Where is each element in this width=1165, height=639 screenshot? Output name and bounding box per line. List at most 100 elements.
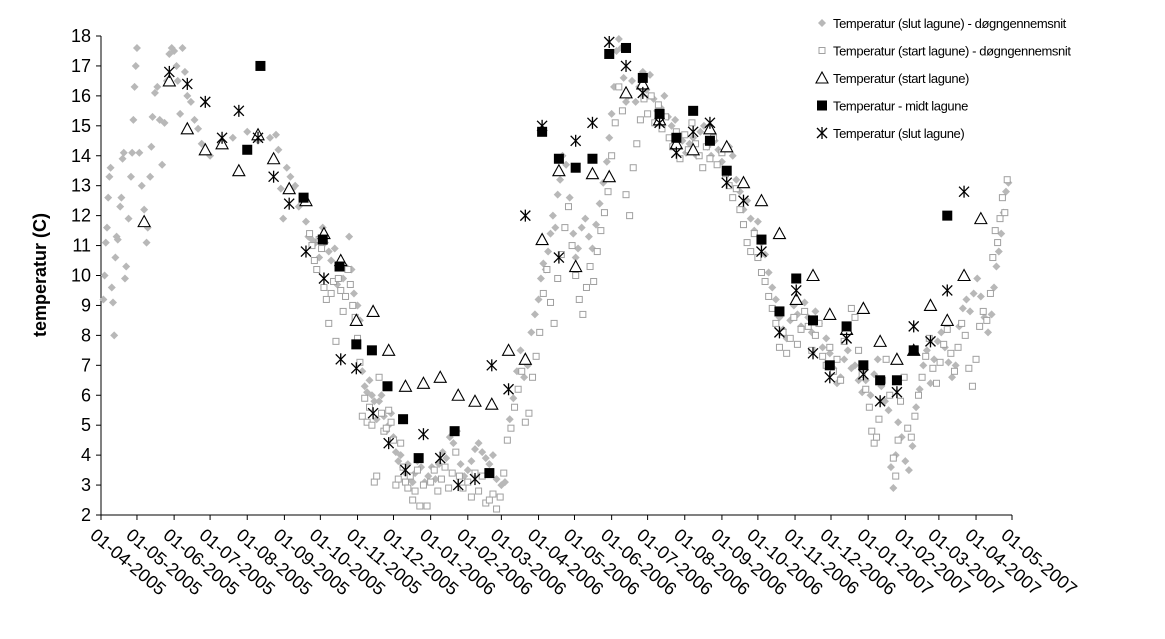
y-tick-label: 17 [71, 56, 91, 76]
data-point [619, 73, 628, 82]
data-point [987, 310, 996, 319]
data-point [413, 453, 424, 464]
data-point [915, 385, 924, 394]
data-point [608, 152, 616, 160]
data-point [765, 292, 773, 300]
data-point [986, 289, 994, 297]
series-3 [242, 42, 953, 479]
data-point [597, 227, 605, 235]
data-point [383, 437, 395, 450]
data-point [485, 496, 493, 504]
data-point [891, 375, 902, 386]
data-point [973, 274, 982, 283]
data-point [313, 266, 321, 274]
data-point [170, 46, 179, 55]
data-point [370, 397, 379, 406]
data-point [368, 421, 376, 429]
y-tick-label: 10 [71, 266, 91, 286]
data-point [962, 295, 971, 304]
data-point [516, 346, 525, 355]
data-point [932, 379, 940, 387]
data-point [129, 115, 138, 124]
data-point [721, 176, 733, 189]
data-point [753, 217, 762, 226]
y-tick-label: 3 [81, 475, 91, 495]
data-point [620, 59, 632, 72]
data-point [886, 463, 895, 472]
data-point [424, 472, 433, 481]
data-point [843, 346, 852, 355]
data-point [521, 418, 529, 426]
data-point [176, 109, 185, 118]
data-point [468, 394, 482, 407]
data-point [153, 82, 162, 91]
data-point [966, 307, 975, 316]
data-point [366, 345, 377, 356]
data-point [670, 146, 682, 159]
data-point [604, 48, 615, 59]
legend-label: Temperatur (slut lagune) - døgngennemsni… [833, 16, 1067, 31]
data-point [173, 76, 182, 85]
data-point [756, 245, 767, 258]
data-point [301, 217, 310, 226]
data-point [291, 181, 300, 190]
data-point [840, 355, 849, 364]
data-point [233, 104, 245, 117]
data-point [783, 349, 791, 357]
y-tick-label: 8 [81, 325, 91, 345]
data-point [754, 193, 769, 207]
legend-marker [817, 100, 827, 111]
data-point [539, 289, 547, 297]
data-point [518, 352, 533, 365]
data-point [870, 439, 878, 447]
data-point [602, 157, 611, 166]
data-point [891, 386, 903, 399]
data-point [575, 295, 583, 303]
data-point [358, 367, 367, 376]
data-point [488, 451, 497, 460]
data-point [382, 424, 390, 432]
data-point [961, 331, 969, 339]
data-point [633, 140, 641, 148]
data-point [699, 164, 707, 172]
data-point [865, 403, 873, 411]
data-point [216, 131, 228, 144]
data-point [266, 151, 281, 165]
data-point [427, 478, 435, 486]
data-point [574, 244, 583, 253]
data-point [1001, 209, 1009, 217]
data-point [858, 360, 869, 371]
data-point [929, 364, 937, 372]
data-point [469, 473, 481, 486]
data-point [396, 451, 405, 460]
data-point [548, 211, 557, 220]
data-point [252, 131, 264, 144]
data-point [511, 403, 519, 411]
y-axis-title: temperatur (C) [30, 213, 50, 337]
data-point [441, 463, 449, 471]
data-point [160, 118, 169, 127]
data-point [116, 202, 125, 211]
data-point [976, 322, 984, 330]
data-point [704, 116, 716, 129]
data-point [994, 239, 1002, 247]
data-point [417, 428, 429, 441]
data-point [640, 95, 648, 103]
data-point [459, 484, 467, 492]
data-point [808, 315, 819, 326]
data-point [228, 133, 237, 142]
y-tick-label: 13 [71, 176, 91, 196]
data-point [772, 319, 780, 327]
legend-label: Temperatur (slut lagune) [833, 126, 964, 141]
data-point [943, 325, 951, 333]
data-point [925, 335, 936, 348]
data-point [102, 223, 111, 232]
y-tick-label: 5 [81, 415, 91, 435]
data-point [375, 397, 384, 406]
data-point [132, 43, 141, 52]
data-point [360, 382, 369, 391]
data-point [556, 175, 565, 184]
data-point [592, 220, 601, 229]
data-point [283, 197, 295, 210]
